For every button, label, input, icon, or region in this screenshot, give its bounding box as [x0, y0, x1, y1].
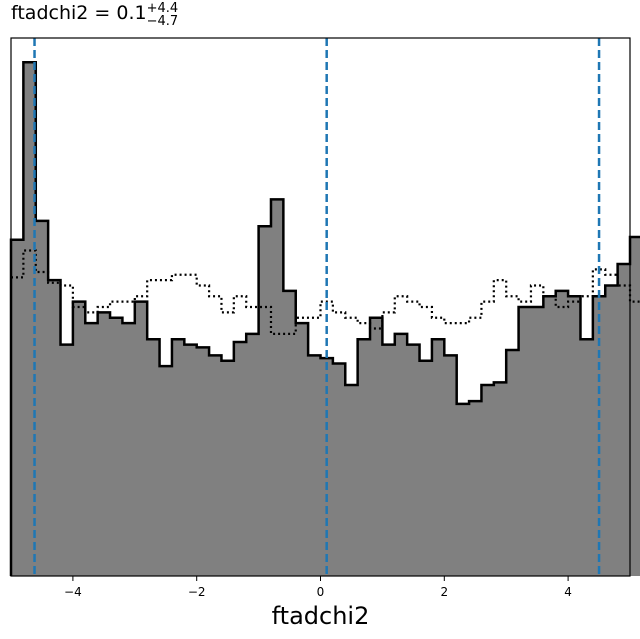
x-axis-label: ftadchi2 [272, 602, 370, 630]
x-tick-label: −2 [188, 585, 206, 599]
x-tick-label: 0 [317, 585, 325, 599]
prior-histogram-dotted [11, 249, 640, 335]
x-tick-label: 2 [440, 585, 448, 599]
title-lower-error: −4.7 [146, 14, 179, 29]
histogram-fill [11, 62, 640, 576]
plot-area [9, 60, 640, 576]
title-equals: = [94, 2, 111, 24]
chart-title: ftadchi2 = 0.1 +4.4 −4.7 [11, 1, 179, 29]
title-value: 0.1 [116, 2, 147, 24]
x-axis-ticks: −4 −2 0 2 4 [64, 576, 572, 599]
reference-lines [33, 38, 601, 576]
title-param: ftadchi2 [11, 2, 89, 24]
title-upper-error: +4.4 [146, 1, 179, 16]
title-errors: +4.4 −4.7 [146, 1, 179, 29]
histogram-outline [9, 60, 640, 576]
x-tick-label: −4 [64, 585, 82, 599]
x-tick-label: 4 [564, 585, 572, 599]
